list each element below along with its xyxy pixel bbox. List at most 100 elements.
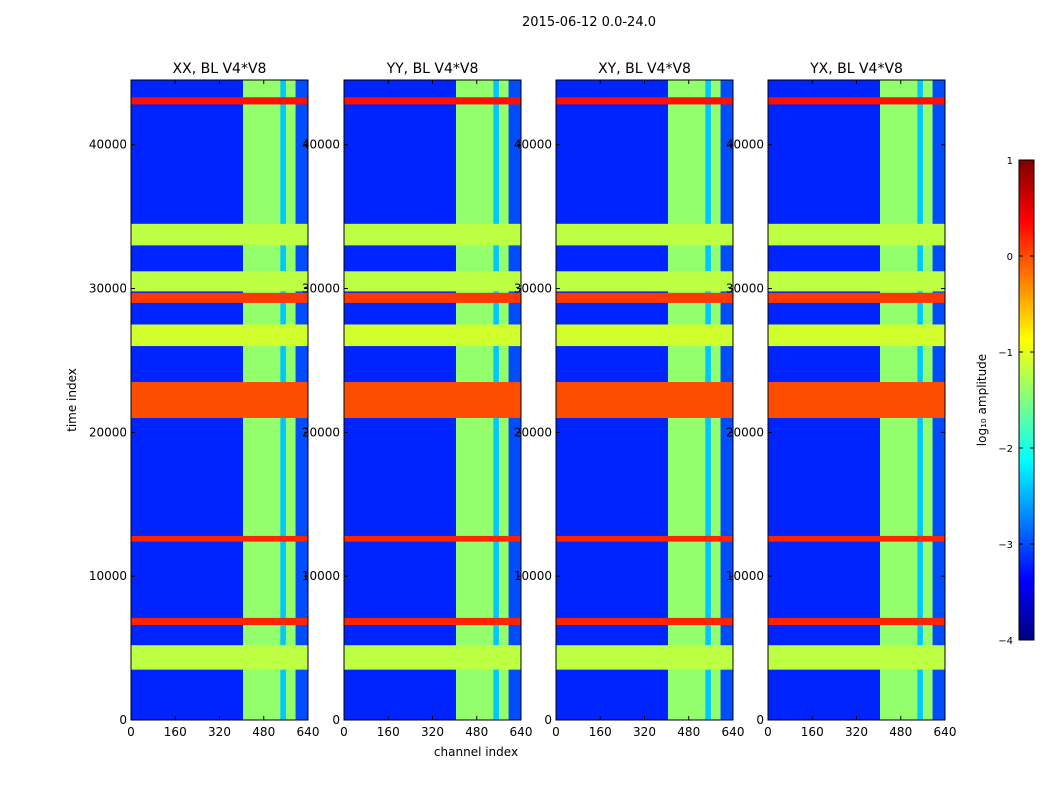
heatmap-image — [556, 80, 733, 720]
colorbar-tick-label: −1 — [998, 348, 1013, 359]
heatmap-time-row — [344, 292, 521, 303]
heatmap-time-row — [131, 292, 308, 303]
heatmap-time-row — [344, 97, 521, 105]
y-tick-label: 0 — [756, 713, 764, 727]
heatmap-time-row — [768, 382, 945, 418]
heatmap-time-row — [131, 535, 308, 542]
colorbar-gradient — [1018, 159, 1035, 641]
heatmap-time-row — [768, 97, 945, 105]
y-tick-label: 0 — [332, 713, 340, 727]
x-tick-label: 160 — [801, 725, 824, 739]
heatmap-time-row — [556, 324, 733, 347]
x-tick-label: 0 — [552, 725, 560, 739]
y-tick-label: 10000 — [302, 569, 340, 583]
figure-xlabel: channel index — [434, 745, 518, 759]
x-tick-label: 160 — [589, 725, 612, 739]
figure-suptitle: 2015-06-12 0.0-24.0 — [522, 15, 656, 30]
heatmap-time-row — [131, 645, 308, 670]
heatmap-time-row — [556, 645, 733, 670]
y-tick-label: 30000 — [302, 282, 340, 296]
colorbar-tick-label: −3 — [998, 540, 1013, 551]
heatmap-time-row — [768, 617, 945, 626]
heatmap-time-row — [768, 271, 945, 292]
heatmap-time-row — [344, 271, 521, 292]
heatmap-time-row — [131, 617, 308, 626]
x-tick-label: 320 — [633, 725, 656, 739]
colorbar-tick-label: −2 — [998, 444, 1013, 455]
x-tick-label: 320 — [208, 725, 231, 739]
y-tick-label: 0 — [544, 713, 552, 727]
heatmap-time-row — [344, 645, 521, 670]
heatmap-image — [131, 80, 308, 720]
heatmap-panels: XX, BL V4*V8 0 160 320 480 640 0 10000 20000 3000… — [89, 61, 957, 739]
y-tick-label: 30000 — [89, 282, 127, 296]
x-tick-label: 640 — [722, 725, 745, 739]
heatmap-time-row — [556, 535, 733, 542]
y-tick-label: 20000 — [726, 425, 764, 439]
y-tick-label: 20000 — [89, 425, 127, 439]
y-tick-label: 40000 — [302, 138, 340, 152]
heatmap-panel: YY, BL V4*V8 0 160 320 480 640 0 10000 20000 3000… — [302, 61, 533, 739]
heatmap-time-row — [131, 223, 308, 246]
x-tick-label: 480 — [252, 725, 275, 739]
panel-title: YX, BL V4*V8 — [809, 61, 903, 77]
heatmap-time-row — [768, 645, 945, 670]
x-tick-label: 160 — [377, 725, 400, 739]
heatmap-time-row — [344, 223, 521, 246]
colorbar-label: log₁₀ amplitude — [975, 354, 989, 446]
x-tick-label: 320 — [421, 725, 444, 739]
colorbar-tick-label: −4 — [998, 636, 1013, 647]
x-tick-label: 0 — [340, 725, 348, 739]
panel-title: XY, BL V4*V8 — [598, 61, 691, 77]
colorbar-tick-label: 1 — [1007, 156, 1013, 167]
x-tick-label: 480 — [677, 725, 700, 739]
heatmap-image — [344, 80, 521, 720]
heatmap-time-row — [556, 271, 733, 292]
x-tick-label: 640 — [297, 725, 320, 739]
y-tick-label: 40000 — [514, 138, 552, 152]
heatmap-time-row — [768, 292, 945, 303]
x-tick-label: 480 — [465, 725, 488, 739]
y-tick-label: 20000 — [514, 425, 552, 439]
heatmap-panel: XX, BL V4*V8 0 160 320 480 640 0 10000 20000 3000… — [89, 61, 320, 739]
y-tick-label: 30000 — [514, 282, 552, 296]
heatmap-time-row — [556, 292, 733, 303]
y-tick-label: 0 — [119, 713, 127, 727]
heatmap-time-row — [556, 97, 733, 105]
heatmap-time-row — [556, 617, 733, 626]
heatmap-time-row — [131, 97, 308, 105]
heatmap-image — [768, 80, 945, 720]
colorbar-ticks: 1 0 −1 −2 −3 −4 — [998, 156, 1034, 647]
heatmap-panel: YX, BL V4*V8 0 160 320 480 640 0 10000 20000 3000… — [726, 61, 957, 739]
heatmap-time-row — [556, 382, 733, 418]
colorbar-tick-label: 0 — [1007, 252, 1013, 263]
y-tick-label: 40000 — [89, 138, 127, 152]
colorbar: 1 0 −1 −2 −3 −4 log₁₀ amplitude — [975, 156, 1035, 647]
heatmap-time-row — [768, 223, 945, 246]
heatmap-time-row — [344, 617, 521, 626]
heatmap-time-row — [344, 382, 521, 418]
y-tick-label: 40000 — [726, 138, 764, 152]
heatmap-time-row — [344, 535, 521, 542]
heatmap-time-row — [131, 271, 308, 292]
heatmap-time-row — [344, 324, 521, 347]
x-tick-label: 640 — [510, 725, 533, 739]
heatmap-time-row — [768, 535, 945, 542]
heatmap-time-row — [556, 223, 733, 246]
x-tick-label: 0 — [764, 725, 772, 739]
x-tick-label: 160 — [164, 725, 187, 739]
panel-title: XX, BL V4*V8 — [173, 61, 267, 77]
y-tick-label: 10000 — [726, 569, 764, 583]
heatmap-time-row — [131, 324, 308, 347]
y-tick-label: 30000 — [726, 282, 764, 296]
panel-title: YY, BL V4*V8 — [386, 61, 479, 77]
x-tick-label: 320 — [845, 725, 868, 739]
y-tick-label: 10000 — [514, 569, 552, 583]
x-tick-label: 640 — [934, 725, 957, 739]
y-tick-label: 10000 — [89, 569, 127, 583]
heatmap-time-row — [131, 382, 308, 418]
heatmap-panel: XY, BL V4*V8 0 160 320 480 640 0 10000 20000 3000… — [514, 61, 745, 739]
y-tick-label: 20000 — [302, 425, 340, 439]
figure-ylabel: time index — [65, 368, 79, 432]
